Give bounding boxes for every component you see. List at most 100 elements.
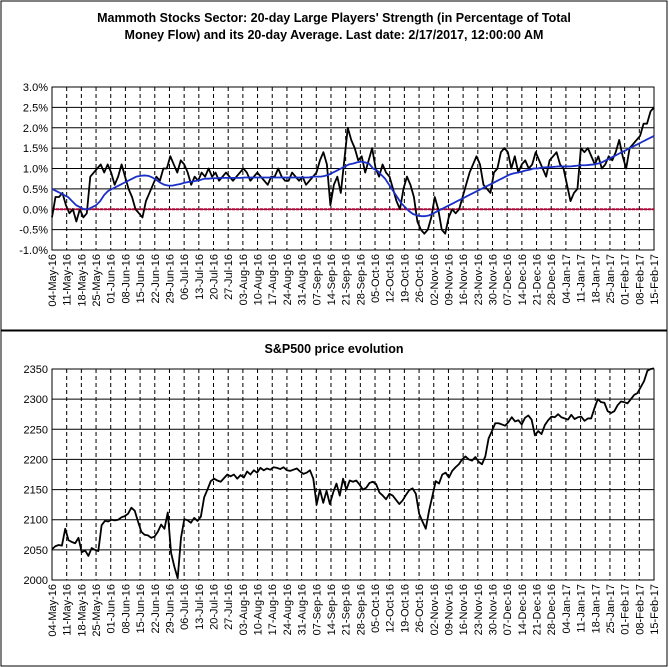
- x-tick-label: 07-Sep-16: [311, 254, 323, 305]
- x-tick-label: 07-Sep-16: [311, 584, 323, 635]
- y-tick-label: -0.5%: [19, 225, 48, 237]
- x-tick-label: 11-Jan-17: [576, 584, 588, 633]
- x-tick-label: 23-Nov-16: [473, 254, 485, 305]
- strength-chart-title-line-1: Mammoth Stocks Sector: 20-day Large Play…: [97, 11, 571, 25]
- x-tick-label: 30-Nov-16: [487, 254, 499, 305]
- x-tick-label: 04-Jan-17: [561, 254, 573, 304]
- x-tick-label: 07-Dec-16: [502, 584, 514, 635]
- x-tick-label: 13-Jul-16: [194, 254, 206, 300]
- x-tick-label: 18-May-16: [76, 584, 88, 637]
- y-tick-label: 3.0%: [23, 82, 48, 94]
- x-tick-label: 28-Sep-16: [355, 584, 367, 635]
- x-tick-label: 29-Jun-16: [164, 254, 176, 304]
- x-tick-label: 31-Aug-16: [297, 584, 309, 635]
- sp500-chart-title: S&P500 price evolution: [265, 342, 404, 356]
- x-tick-label: 08-Feb-17: [634, 584, 646, 635]
- x-tick-label: 11-May-16: [62, 584, 74, 636]
- x-tick-label: 10-Aug-16: [253, 254, 265, 305]
- sp500-chart-panel: S&P500 price evolution 20002050210021502…: [0, 330, 668, 667]
- series-line-0: [51, 367, 655, 580]
- x-tick-label: 28-Dec-16: [546, 254, 558, 305]
- x-tick-label: 04-May-16: [47, 584, 59, 637]
- x-tick-label: 22-Jun-16: [150, 584, 162, 634]
- series-line-0: [51, 106, 655, 235]
- strength-chart-y-tick-labels: -1.0% -0.5% 0.0% 0.5% 1.0% 1.5% 2.0% 2.5% 3.0%: [19, 82, 48, 257]
- x-tick-label: 01-Jun-16: [106, 254, 118, 304]
- x-tick-label: 01-Feb-17: [620, 584, 632, 635]
- x-tick-label: 20-Jul-16: [209, 584, 221, 630]
- x-tick-label: 18-Jan-17: [590, 254, 602, 304]
- x-tick-label: 25-May-16: [91, 584, 103, 637]
- x-tick-label: 21-Sep-16: [341, 584, 353, 635]
- strength-chart-x-tick-labels: 04-May-16 11-May-16 18-May-16 25-May-16 01-J…: [47, 254, 661, 307]
- strength-chart-panel: Mammoth Stocks Sector: 20-day Large Play…: [0, 0, 668, 331]
- y-tick-label: 2300: [24, 394, 48, 406]
- x-tick-label: 06-Jul-16: [179, 254, 191, 300]
- x-tick-label: 23-Nov-16: [473, 584, 485, 635]
- x-tick-label: 16-Nov-16: [458, 584, 470, 635]
- x-tick-label: 01-Feb-17: [620, 254, 632, 305]
- x-tick-label: 15-Feb-17: [649, 584, 661, 635]
- x-tick-label: 05-Oct-16: [370, 254, 382, 303]
- x-tick-label: 16-Nov-16: [458, 254, 470, 305]
- x-tick-label: 08-Jun-16: [120, 584, 132, 634]
- x-tick-label: 26-Oct-16: [414, 254, 426, 303]
- x-tick-label: 04-Jan-17: [561, 584, 573, 634]
- x-tick-label: 30-Nov-16: [487, 584, 499, 635]
- x-tick-label: 09-Nov-16: [443, 254, 455, 305]
- x-tick-label: 27-Jul-16: [223, 584, 235, 630]
- sp500-chart-gridlines: [51, 368, 655, 581]
- y-tick-label: 2350: [24, 364, 48, 376]
- x-tick-label: 25-Jan-17: [605, 254, 617, 304]
- x-tick-label: 09-Nov-16: [443, 584, 455, 635]
- y-tick-label: 2100: [24, 515, 48, 527]
- x-tick-label: 05-Oct-16: [370, 584, 382, 633]
- y-tick-label: 2250: [24, 424, 48, 436]
- x-tick-label: 14-Dec-16: [517, 254, 529, 305]
- x-tick-label: 14-Dec-16: [517, 584, 529, 635]
- x-tick-label: 31-Aug-16: [297, 254, 309, 305]
- x-tick-label: 24-Aug-16: [282, 254, 294, 305]
- x-tick-label: 20-Jul-16: [209, 254, 221, 300]
- x-tick-label: 25-Jan-17: [605, 584, 617, 634]
- x-tick-label: 22-Jun-16: [150, 254, 162, 304]
- x-tick-label: 07-Dec-16: [502, 254, 514, 305]
- x-tick-label: 14-Sep-16: [326, 584, 338, 635]
- x-tick-label: 12-Oct-16: [385, 254, 397, 303]
- x-tick-label: 26-Oct-16: [414, 584, 426, 633]
- y-tick-label: -1.0%: [19, 245, 48, 257]
- x-tick-label: 03-Aug-16: [238, 584, 250, 635]
- strength-chart-gridlines: [51, 86, 655, 251]
- y-tick-label: 0.0%: [23, 204, 48, 216]
- x-tick-label: 04-May-16: [47, 254, 59, 307]
- x-tick-label: 18-Jan-17: [590, 584, 602, 634]
- y-tick-label: 0.5%: [23, 184, 48, 196]
- x-tick-label: 02-Nov-16: [429, 254, 441, 305]
- x-tick-label: 24-Aug-16: [282, 584, 294, 635]
- x-tick-label: 21-Sep-16: [341, 254, 353, 305]
- x-tick-label: 25-May-16: [91, 254, 103, 307]
- y-tick-label: 1.0%: [23, 164, 48, 176]
- x-tick-label: 03-Aug-16: [238, 254, 250, 305]
- x-tick-label: 17-Aug-16: [267, 584, 279, 635]
- x-tick-label: 06-Jul-16: [179, 584, 191, 630]
- strength-chart-title-line-2: Money Flow) and its 20-day Average. Last…: [125, 28, 544, 42]
- x-tick-label: 08-Feb-17: [634, 254, 646, 305]
- sp500-chart-x-tick-labels: 04-May-16 11-May-16 18-May-16 25-May-16 01-J…: [47, 584, 661, 637]
- x-tick-label: 01-Jun-16: [106, 584, 118, 634]
- x-tick-label: 19-Oct-16: [399, 584, 411, 633]
- y-tick-label: 2.5%: [23, 102, 48, 114]
- x-tick-label: 18-May-16: [76, 254, 88, 307]
- y-tick-label: 2000: [24, 575, 48, 587]
- x-tick-label: 17-Aug-16: [267, 254, 279, 305]
- strength-chart-frame: [0, 0, 668, 331]
- x-tick-label: 15-Jun-16: [135, 254, 147, 304]
- sp500-chart-series: [51, 367, 655, 580]
- y-tick-label: 2150: [24, 485, 48, 497]
- sp500-chart-y-tick-labels: 2000 2050 2100 2150 2200 2250 2300 2350: [24, 364, 48, 587]
- x-tick-label: 08-Jun-16: [120, 254, 132, 304]
- x-tick-label: 10-Aug-16: [253, 584, 265, 635]
- y-tick-label: 1.5%: [23, 143, 48, 155]
- x-tick-label: 21-Dec-16: [532, 584, 544, 635]
